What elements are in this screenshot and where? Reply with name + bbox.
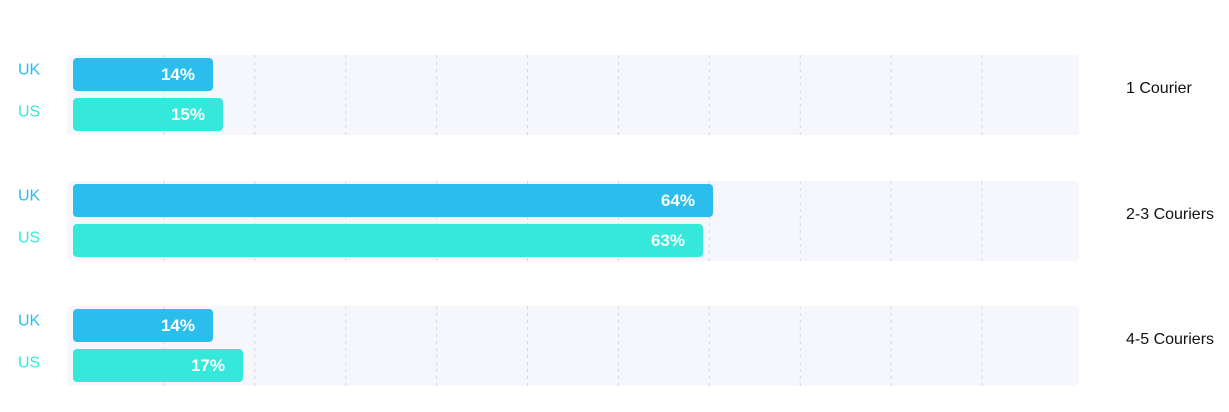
series-label: UK — [18, 313, 41, 330]
group-panel — [67, 55, 1079, 135]
bar — [73, 58, 213, 91]
value-label: 14% — [161, 316, 195, 335]
bar — [73, 98, 223, 131]
bar — [73, 309, 213, 342]
value-label: 17% — [191, 356, 225, 375]
series-label: UK — [18, 62, 41, 79]
bar — [73, 184, 713, 217]
bar — [73, 224, 703, 257]
series-label: US — [18, 104, 40, 121]
bar — [73, 349, 243, 382]
group-panel — [67, 306, 1079, 386]
category-label: 1 Courier — [1126, 80, 1192, 97]
category-label: 4-5 Couriers — [1126, 331, 1214, 348]
series-label: US — [18, 355, 40, 372]
value-label: 15% — [171, 105, 205, 124]
value-label: 64% — [661, 191, 695, 210]
value-label: 63% — [651, 231, 685, 250]
series-label: US — [18, 230, 40, 247]
category-label: 2-3 Couriers — [1126, 206, 1214, 223]
value-label: 14% — [161, 65, 195, 84]
series-label: UK — [18, 188, 41, 205]
